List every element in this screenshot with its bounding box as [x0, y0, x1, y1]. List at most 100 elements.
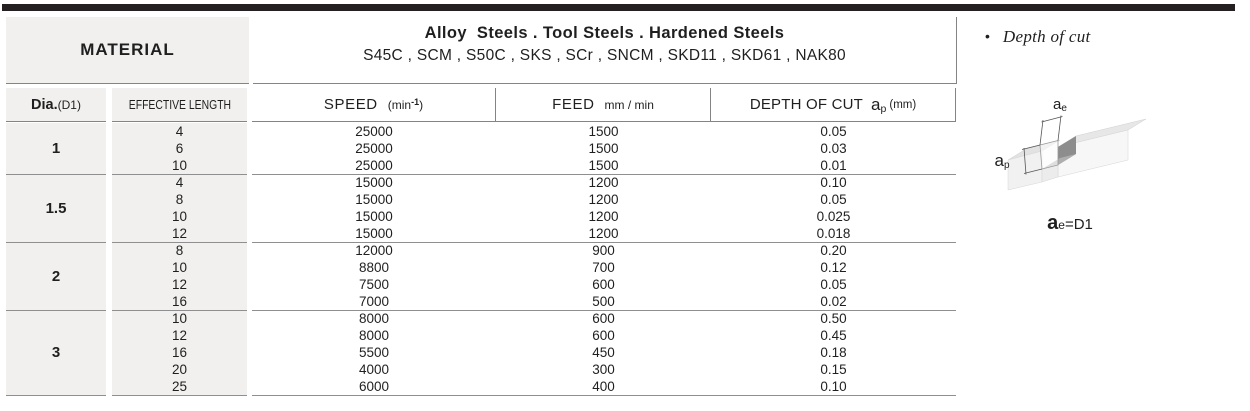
- cell-depth: 0.15: [820, 362, 847, 377]
- cell-speed: 15000: [355, 226, 393, 241]
- cell-feed: 1200: [588, 226, 619, 241]
- table-row: 8 15000 1200 0.05: [0, 191, 1000, 208]
- material-header-cell: MATERIAL: [6, 17, 249, 84]
- cell-depth: 0.18: [820, 345, 847, 360]
- cell-speed: 25000: [355, 124, 393, 139]
- table-row: 16 5500 450 0.18: [0, 344, 1000, 361]
- cell-speed: 15000: [355, 209, 393, 224]
- cell-feed: 1200: [588, 175, 619, 190]
- cell-depth: 0.025: [816, 209, 851, 224]
- table-row: 4 25000 1500 0.05: [0, 123, 1000, 140]
- cell-length: 12: [171, 226, 188, 241]
- cell-length: 10: [171, 260, 188, 275]
- column-header-diameter: Dia. (D1): [6, 88, 106, 122]
- cell-length: 16: [171, 345, 188, 360]
- group-separator-line: [6, 242, 106, 243]
- steel-types-title: Alloy Steels . Tool Steels . Hardened St…: [424, 24, 785, 42]
- ae-extension-left: [1039, 119, 1044, 146]
- table-row: 10 8800 700 0.12: [0, 259, 1000, 276]
- cutting-plane: [1039, 139, 1059, 170]
- cell-length: 4: [175, 175, 184, 190]
- cell-depth: 0.10: [820, 379, 847, 394]
- cell-feed: 500: [592, 294, 615, 309]
- cell-speed: 8800: [358, 260, 390, 275]
- cell-speed: 4000: [358, 362, 390, 377]
- cell-speed: 25000: [355, 158, 393, 173]
- cell-depth: 0.05: [820, 192, 847, 207]
- cell-speed: 25000: [355, 141, 393, 156]
- table-row: 6 25000 1500 0.03: [0, 140, 1000, 157]
- group-separator-line: [252, 395, 956, 396]
- ap-dimension-line: [1023, 147, 1027, 175]
- cell-depth: 0.05: [820, 124, 847, 139]
- cell-feed: 600: [592, 328, 615, 343]
- group-separator-line: [6, 174, 106, 175]
- cell-speed: 7000: [358, 294, 390, 309]
- group-separator-line: [6, 395, 106, 396]
- table-row: 8 12000 900 0.20: [0, 242, 1000, 259]
- ap-extension-bottom: [1023, 168, 1043, 174]
- cell-feed: 600: [592, 277, 615, 292]
- table-row: 12 15000 1200 0.018: [0, 225, 1000, 242]
- cell-depth: 0.01: [820, 158, 847, 173]
- cell-feed: 1500: [588, 124, 619, 139]
- cell-speed: 7500: [358, 277, 390, 292]
- diameter-value: 1.5: [45, 199, 67, 217]
- cell-length: 12: [171, 328, 188, 343]
- ap-symbol: ap: [871, 94, 887, 115]
- group-separator-line: [112, 174, 247, 175]
- table-row: 12 8000 600 0.45: [0, 327, 1000, 344]
- cell-feed: 1200: [588, 192, 619, 207]
- workpiece-slot-diagram: [1007, 115, 1147, 191]
- diameter-value: 3: [51, 344, 61, 361]
- cell-depth: 0.02: [820, 294, 847, 309]
- cell-length: 8: [175, 192, 184, 207]
- effective-length-label: EFFECTIVE LENGTH: [128, 97, 231, 112]
- diameter-label: Dia.: [31, 96, 58, 113]
- cell-speed: 15000: [355, 192, 393, 207]
- column-header-depth-of-cut: DEPTH OF CUT ap (mm): [711, 88, 956, 122]
- cell-feed: 400: [592, 379, 615, 394]
- cell-length: 4: [175, 124, 184, 139]
- cell-length: 10: [171, 158, 188, 173]
- material-label: MATERIAL: [80, 40, 175, 59]
- group-separator-line: [112, 395, 247, 396]
- speed-label: SPEED: [323, 96, 378, 113]
- steel-grades-list: S45C , SCM , S50C , SKS , SCr , SNCM , S…: [363, 47, 846, 64]
- bullet-icon: •: [985, 28, 990, 44]
- table-row: 20 4000 300 0.15: [0, 361, 1000, 378]
- group-separator-line: [252, 242, 956, 243]
- cell-length: 16: [171, 294, 188, 309]
- ap-label: ap: [994, 151, 1010, 171]
- cell-feed: 1200: [588, 209, 619, 224]
- feed-label: FEED: [552, 96, 595, 113]
- depth-of-cut-label: DEPTH OF CUT: [749, 96, 864, 113]
- depth-unit: (mm): [889, 98, 917, 111]
- cell-length: 12: [171, 277, 188, 292]
- table-row: 4 15000 1200 0.10: [0, 174, 1000, 191]
- cell-feed: 1500: [588, 158, 619, 173]
- cell-depth: 0.12: [820, 260, 847, 275]
- group-separator-line: [112, 310, 247, 311]
- group-separator-line: [112, 242, 247, 243]
- material-values-cell: Alloy Steels . Tool Steels . Hardened St…: [253, 17, 957, 84]
- feed-unit: mm / min: [604, 97, 654, 112]
- cell-length: 8: [175, 243, 184, 258]
- cell-length: 6: [175, 141, 184, 156]
- diameter-column-background: [6, 123, 106, 395]
- table-row: 10 25000 1500 0.01: [0, 157, 1000, 174]
- cell-depth: 0.45: [820, 328, 847, 343]
- cell-length: 10: [171, 311, 188, 326]
- table-row: 12 7500 600 0.05: [0, 276, 1000, 293]
- diameter-value: 2: [51, 267, 61, 285]
- cell-speed: 15000: [355, 175, 393, 190]
- cell-length: 20: [171, 362, 188, 377]
- note-text: Depth of cut: [1002, 27, 1091, 46]
- cell-feed: 450: [592, 345, 615, 360]
- table-row: 10 8000 600 0.50: [0, 310, 1000, 327]
- cell-depth: 0.03: [820, 141, 847, 156]
- group-separator-line: [252, 310, 956, 311]
- cell-feed: 600: [592, 311, 615, 326]
- cell-feed: 1500: [588, 141, 619, 156]
